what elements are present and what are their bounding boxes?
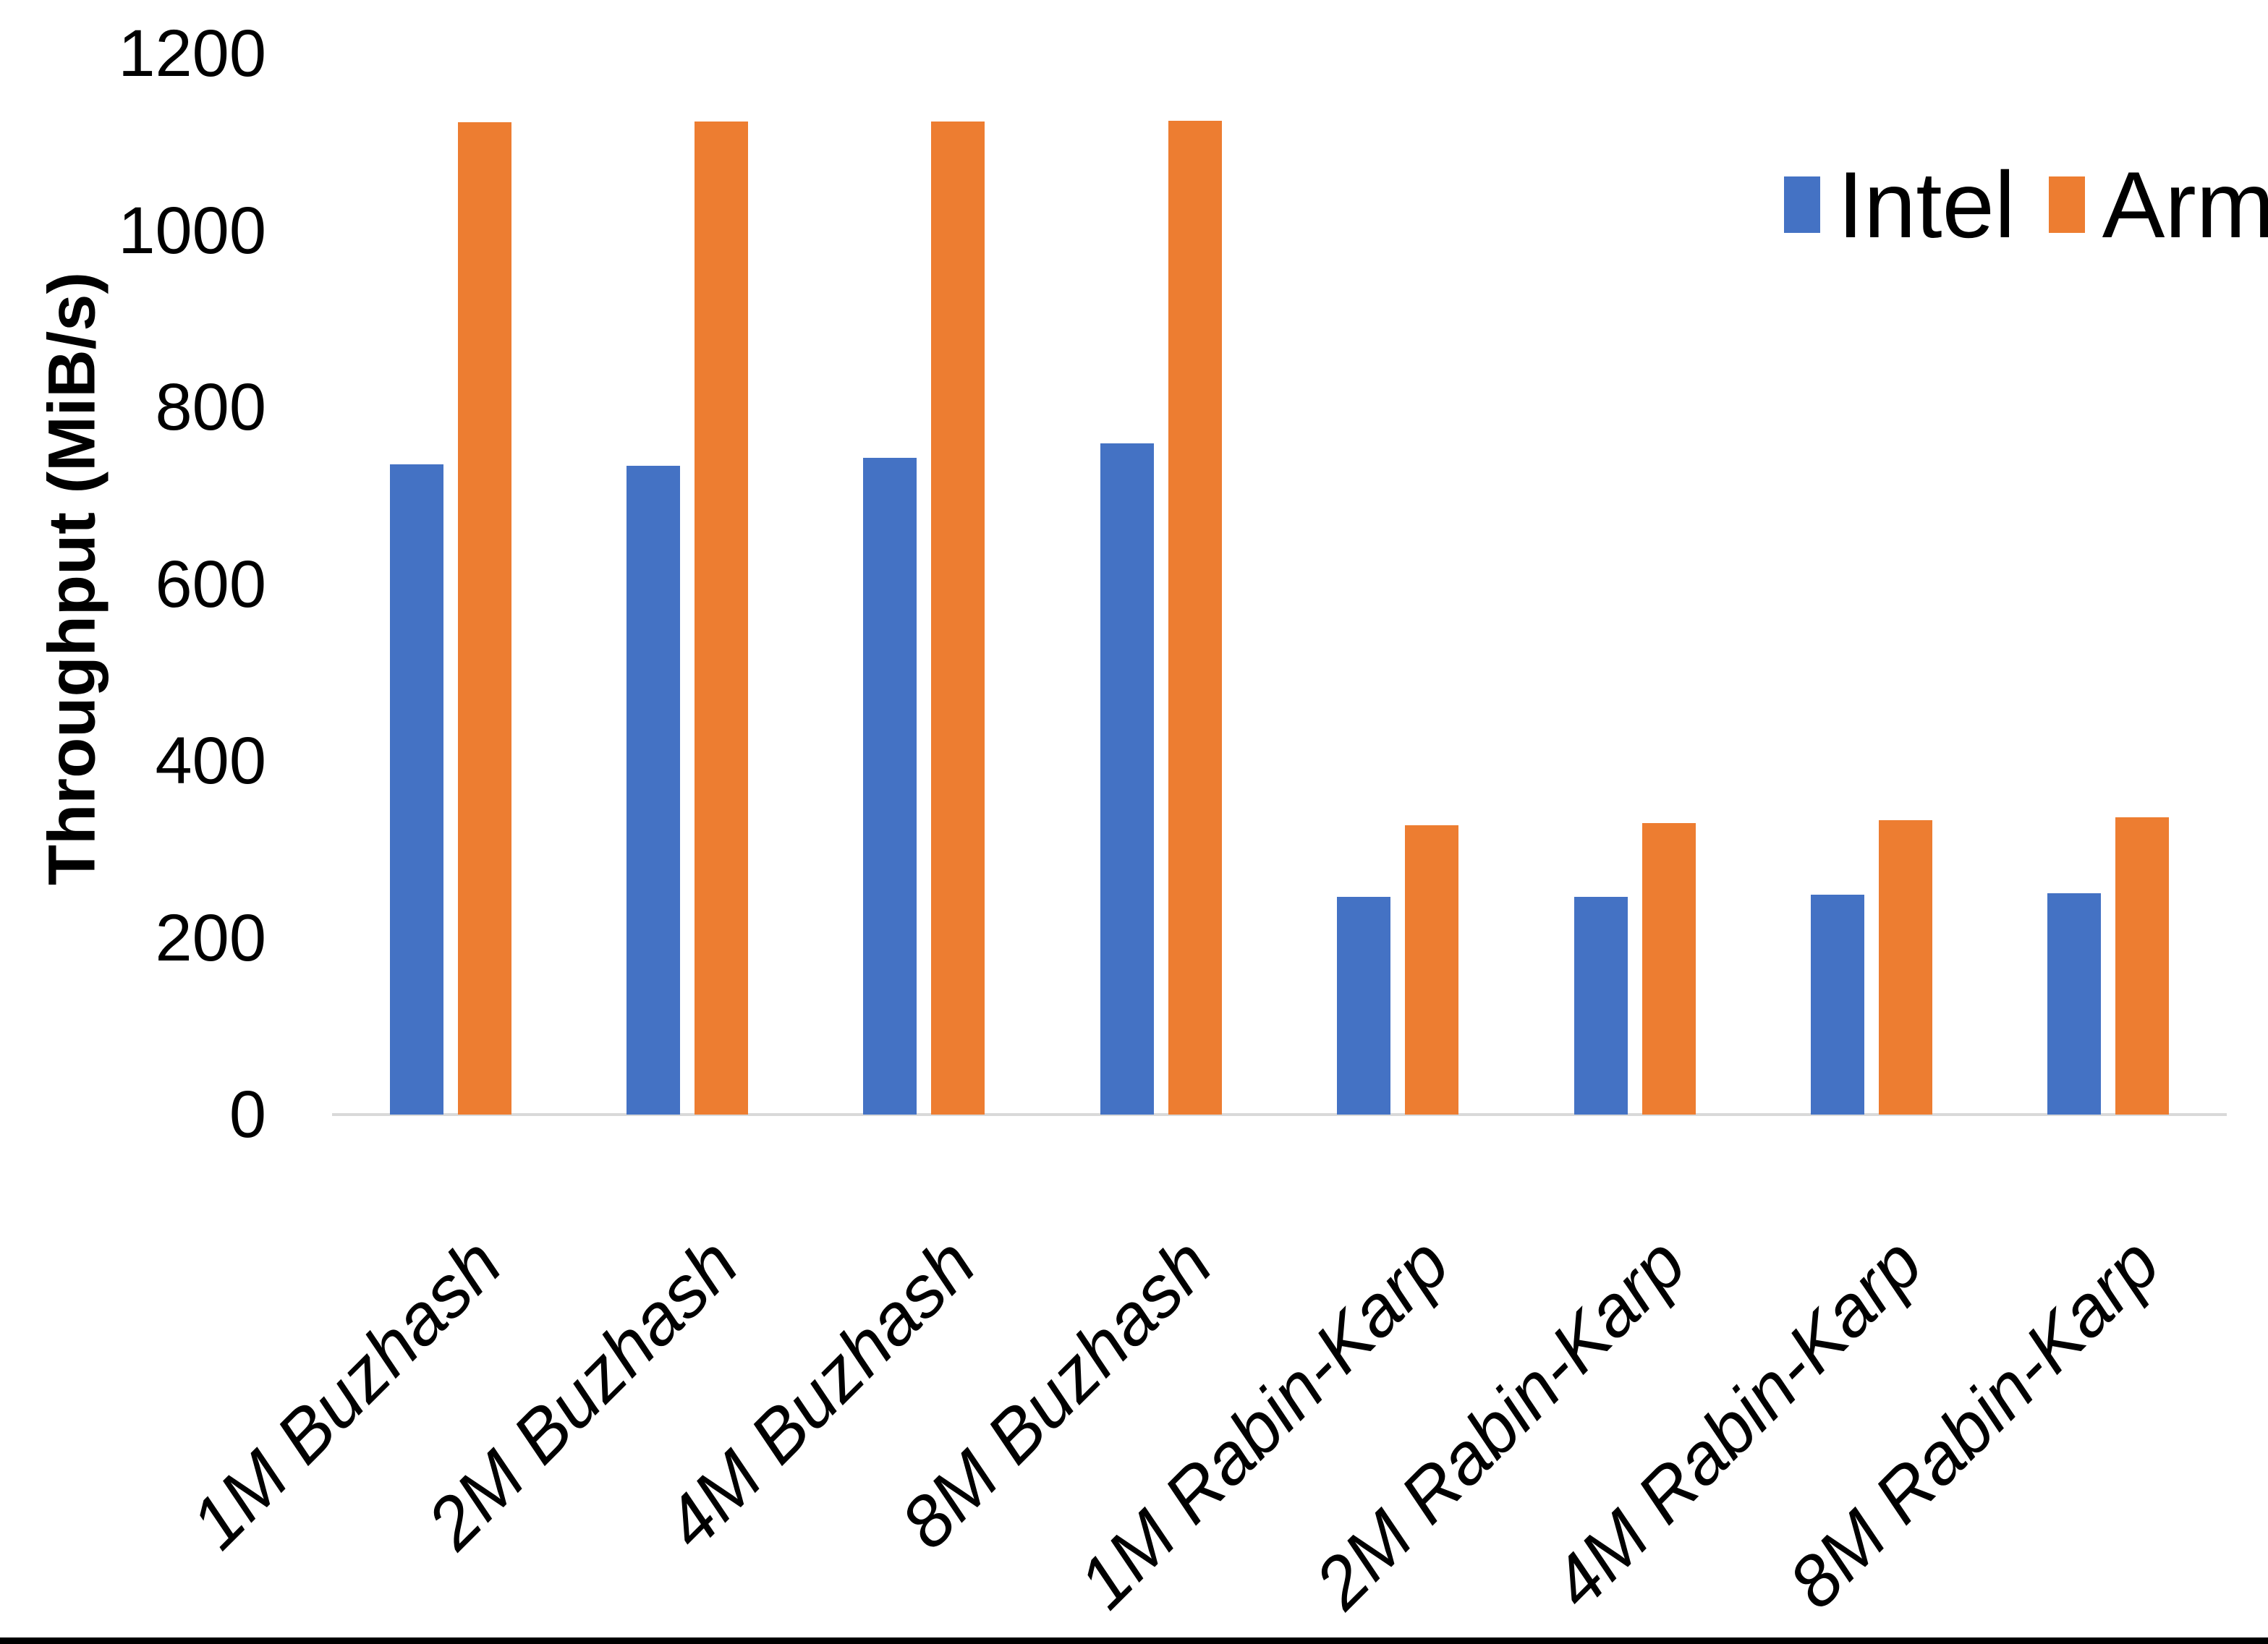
y-tick-label-1200: 1200: [118, 17, 266, 90]
bar-intel-4m-rabin-karp: [1810, 894, 1864, 1115]
legend-swatch-intel: [1784, 176, 1820, 233]
legend-swatch-arm: [2048, 176, 2085, 233]
y-tick-label-0: 0: [229, 1078, 266, 1151]
legend-item-arm: Arm: [2048, 152, 2268, 257]
bottom-border-bar: [0, 1637, 2268, 1644]
bar-arm-1m-buzhash: [457, 122, 511, 1115]
bar-intel-4m-buzhash: [863, 457, 917, 1115]
bar-intel-8m-rabin-karp: [2047, 893, 2102, 1115]
bar-arm-4m-buzhash: [931, 122, 985, 1115]
legend-label-intel: Intel: [1838, 152, 2016, 257]
bar-intel-2m-buzhash: [627, 465, 681, 1115]
legend-item-intel: Intel: [1784, 158, 2016, 252]
y-tick-label-1000: 1000: [118, 193, 266, 268]
bar-intel-1m-buzhash: [389, 464, 443, 1115]
bar-arm-1m-rabin-karp: [1405, 825, 1459, 1115]
y-tick-label-800: 800: [155, 370, 267, 444]
bar-intel-2m-rabin-karp: [1573, 897, 1628, 1115]
bar-intel-1m-rabin-karp: [1337, 897, 1391, 1115]
y-axis-title: Throughput (MiB/s): [35, 271, 109, 886]
bar-arm-2m-buzhash: [695, 122, 749, 1115]
x-axis-line: [332, 1113, 2227, 1116]
bar-arm-8m-buzhash: [1168, 120, 1222, 1115]
bar-arm-2m-rabin-karp: [1641, 822, 1696, 1115]
bar-intel-8m-buzhash: [1100, 443, 1154, 1115]
bar-arm-8m-rabin-karp: [2115, 817, 2170, 1115]
legend-label-arm: Arm: [2102, 152, 2268, 257]
bar-arm-4m-rabin-karp: [1878, 819, 1932, 1115]
y-tick-label-600: 600: [155, 547, 267, 621]
y-tick-label-200: 200: [155, 900, 267, 975]
y-tick-label-400: 400: [155, 724, 267, 798]
legend: Intel Arm: [1784, 158, 2268, 252]
